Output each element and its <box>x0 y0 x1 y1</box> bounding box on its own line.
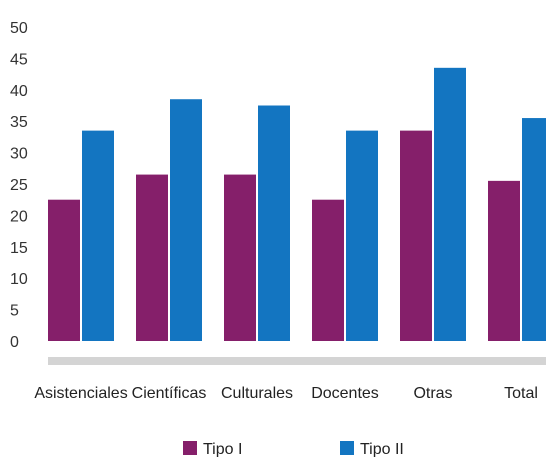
bar-docentes-2 <box>346 130 378 341</box>
x-axis-baseline <box>48 357 546 365</box>
y-tick-label-10: 10 <box>10 271 28 288</box>
x-tick-label: Culturales <box>221 385 293 402</box>
bar-científicas-2 <box>170 99 202 341</box>
bar-otras-2 <box>434 67 466 341</box>
y-tick-label-35: 35 <box>10 114 28 131</box>
y-tick-label-15: 15 <box>10 240 28 257</box>
x-tick-label: Docentes <box>311 385 379 402</box>
bar-otras-1 <box>400 130 432 341</box>
legend: Tipo I Tipo II <box>183 441 404 457</box>
bar-asistenciales-1 <box>48 199 80 341</box>
y-tick-label-0: 0 <box>10 334 19 351</box>
legend-label-2: Tipo II <box>360 441 404 457</box>
y-tick-label-20: 20 <box>10 208 28 225</box>
x-tick-label: Total <box>504 385 538 402</box>
x-axis: Asistenciales Científicas Culturales Docent… <box>34 385 538 402</box>
legend-label-1: Tipo I <box>203 441 242 457</box>
bars <box>48 67 546 341</box>
y-tick-label-40: 40 <box>10 83 28 100</box>
bar-total-1 <box>488 180 520 341</box>
bar-docentes-1 <box>312 199 344 341</box>
bar-asistenciales-2 <box>82 130 114 341</box>
bar-culturales-1 <box>224 174 256 341</box>
x-tick-label: Otras <box>413 385 452 402</box>
y-axis: 0 5 10 15 20 25 30 35 40 45 50 <box>10 20 28 351</box>
bar-culturales-2 <box>258 105 290 341</box>
x-tick-label: Asistenciales <box>34 385 127 402</box>
y-tick-label-25: 25 <box>10 177 28 194</box>
y-tick-label-30: 30 <box>10 146 28 163</box>
legend-swatch-2 <box>340 441 354 455</box>
bar-científicas-1 <box>136 174 168 341</box>
y-tick-label-45: 45 <box>10 51 28 68</box>
legend-swatch-1 <box>183 441 197 455</box>
y-tick-label-50: 50 <box>10 20 28 37</box>
y-tick-label-5: 5 <box>10 303 19 320</box>
bar-total-2 <box>522 118 546 341</box>
x-tick-label: Científicas <box>132 385 207 402</box>
